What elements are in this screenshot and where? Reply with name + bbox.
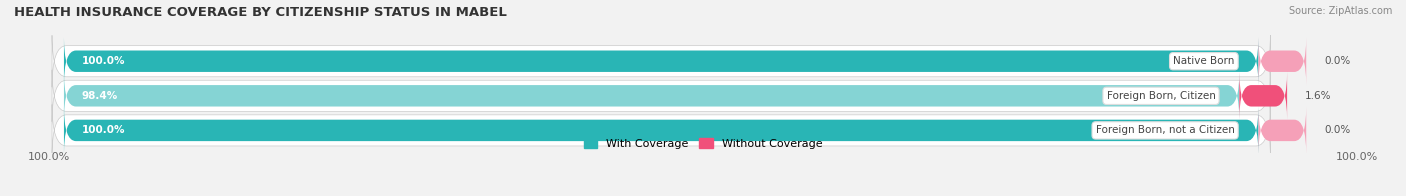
FancyBboxPatch shape [52, 35, 1271, 87]
FancyBboxPatch shape [52, 70, 1271, 122]
Text: 100.0%: 100.0% [28, 152, 70, 162]
Text: 0.0%: 0.0% [1324, 56, 1350, 66]
FancyBboxPatch shape [1258, 107, 1306, 154]
Text: Native Born: Native Born [1173, 56, 1234, 66]
FancyBboxPatch shape [63, 72, 1239, 120]
Text: 100.0%: 100.0% [1336, 152, 1378, 162]
Text: Foreign Born, Citizen: Foreign Born, Citizen [1107, 91, 1215, 101]
Text: 1.6%: 1.6% [1305, 91, 1331, 101]
FancyBboxPatch shape [1239, 72, 1286, 120]
Text: 98.4%: 98.4% [82, 91, 118, 101]
FancyBboxPatch shape [63, 107, 1258, 154]
Text: 100.0%: 100.0% [82, 56, 125, 66]
Text: HEALTH INSURANCE COVERAGE BY CITIZENSHIP STATUS IN MABEL: HEALTH INSURANCE COVERAGE BY CITIZENSHIP… [14, 6, 508, 19]
Text: Source: ZipAtlas.com: Source: ZipAtlas.com [1288, 6, 1392, 16]
Text: Foreign Born, not a Citizen: Foreign Born, not a Citizen [1095, 125, 1234, 135]
FancyBboxPatch shape [52, 104, 1271, 156]
Text: 100.0%: 100.0% [82, 125, 125, 135]
Text: 0.0%: 0.0% [1324, 125, 1350, 135]
FancyBboxPatch shape [63, 37, 1258, 85]
FancyBboxPatch shape [1258, 37, 1306, 85]
Legend: With Coverage, Without Coverage: With Coverage, Without Coverage [579, 134, 827, 153]
